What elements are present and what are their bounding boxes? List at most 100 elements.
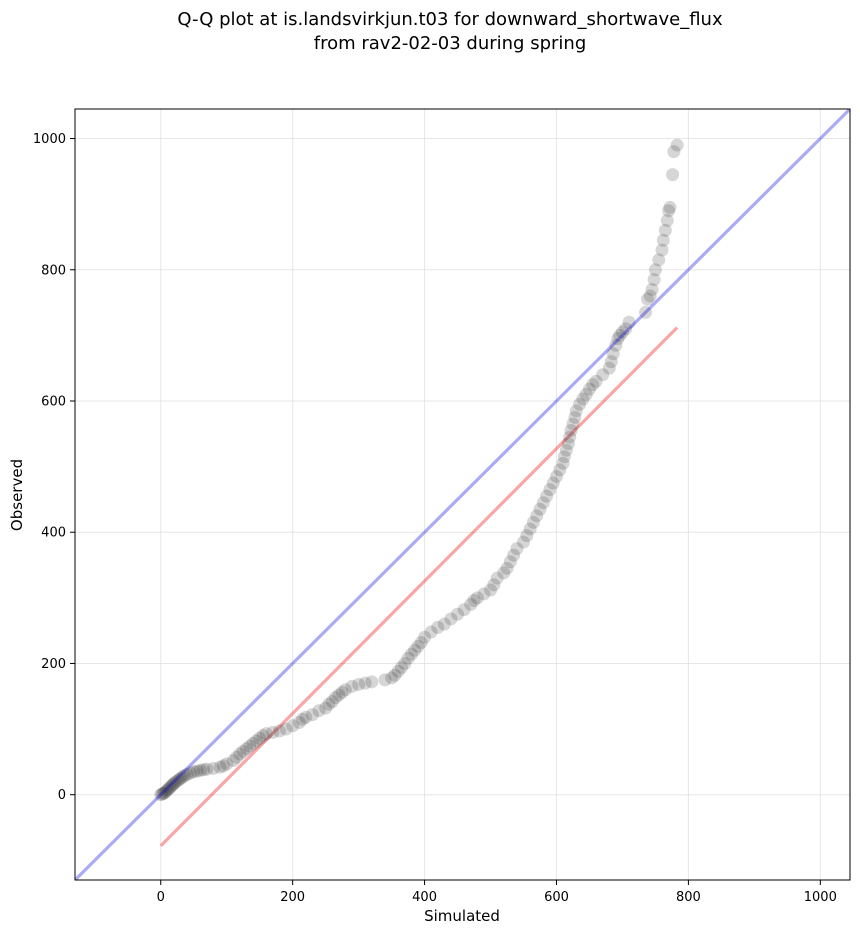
y-tick-label: 600: [41, 394, 66, 409]
plot-area-frame: [74, 108, 851, 881]
data-point: [467, 593, 481, 607]
x-tick-label: 200: [280, 890, 305, 905]
data-points: [154, 138, 684, 802]
data-point: [510, 542, 524, 556]
y-tick-label: 200: [41, 657, 66, 672]
data-point: [352, 677, 366, 691]
data-point: [656, 233, 670, 247]
data-point: [176, 770, 190, 784]
identity-line-layer: [75, 109, 850, 880]
data-point: [404, 647, 418, 661]
data-point: [470, 591, 484, 605]
data-point: [170, 774, 184, 788]
data-point: [556, 456, 570, 470]
data-point: [500, 561, 514, 575]
data-point: [622, 315, 636, 329]
data-point: [177, 769, 191, 783]
data-point: [667, 145, 681, 159]
data-point: [566, 417, 580, 431]
data-point: [226, 754, 240, 768]
data-point: [305, 708, 319, 722]
data-point: [394, 660, 408, 674]
data-point: [444, 612, 458, 626]
x-axis-label: Simulated: [424, 907, 500, 925]
data-point: [557, 450, 571, 464]
data-point: [162, 782, 176, 796]
data-point: [414, 635, 428, 649]
data-point: [563, 430, 577, 444]
data-point: [159, 784, 173, 798]
data-point: [200, 762, 214, 776]
data-point: [613, 328, 627, 342]
data-point: [490, 571, 504, 585]
data-point: [561, 437, 575, 451]
data-point: [154, 788, 168, 802]
data-point: [345, 679, 359, 693]
data-point: [292, 716, 306, 730]
fit-line-layer: [159, 326, 679, 848]
data-point: [312, 704, 326, 718]
data-point: [286, 719, 300, 733]
y-tick-label: 400: [41, 526, 66, 541]
data-point: [230, 750, 244, 764]
data-point: [520, 529, 534, 543]
data-point: [266, 725, 280, 739]
data-point: [158, 786, 172, 800]
data-point: [503, 555, 517, 569]
data-point: [643, 289, 657, 303]
data-point: [193, 763, 207, 777]
data-point: [216, 759, 230, 773]
data-point: [660, 214, 674, 228]
data-point: [411, 639, 425, 653]
identity-line: [75, 109, 850, 880]
data-point: [233, 747, 247, 761]
data-point: [579, 387, 593, 401]
data-point: [615, 325, 629, 339]
grid-lines: [75, 109, 850, 880]
data-point: [418, 630, 432, 644]
fit-line: [159, 326, 679, 848]
data-point: [299, 710, 313, 724]
data-point: [645, 282, 659, 296]
data-point: [497, 566, 511, 580]
data-point: [378, 673, 392, 687]
data-point: [174, 771, 188, 785]
data-point: [398, 656, 412, 670]
y-tick-label: 1000: [33, 132, 66, 147]
data-point: [564, 424, 578, 438]
data-point: [190, 764, 204, 778]
chart-subtitle: from rav2-02-03 during spring: [314, 33, 587, 54]
data-point: [279, 722, 293, 736]
x-tick-label: 800: [676, 890, 701, 905]
data-point: [549, 469, 563, 483]
data-point: [573, 397, 587, 411]
data-point: [589, 374, 603, 388]
data-point: [187, 765, 201, 779]
data-point: [207, 761, 221, 775]
x-tick-label: 1000: [804, 890, 837, 905]
data-point: [568, 410, 582, 424]
x-tick-label: 600: [544, 890, 569, 905]
data-point: [437, 617, 451, 631]
data-point: [457, 603, 471, 617]
data-point: [358, 676, 372, 690]
data-point: [507, 548, 521, 562]
data-point: [596, 368, 610, 382]
data-point: [338, 683, 352, 697]
data-point: [163, 780, 177, 794]
data-point: [296, 712, 310, 726]
data-point: [365, 675, 379, 689]
data-point: [604, 355, 618, 369]
data-point: [156, 786, 170, 800]
data-point: [533, 502, 547, 516]
data-point: [239, 742, 253, 756]
data-point: [655, 243, 669, 257]
data-point: [586, 378, 600, 392]
y-axis-label: Observed: [8, 459, 26, 531]
data-point: [658, 223, 672, 237]
data-point: [464, 597, 478, 611]
data-point: [155, 787, 169, 801]
y-tick-label: 0: [58, 788, 66, 803]
data-point: [319, 701, 333, 715]
